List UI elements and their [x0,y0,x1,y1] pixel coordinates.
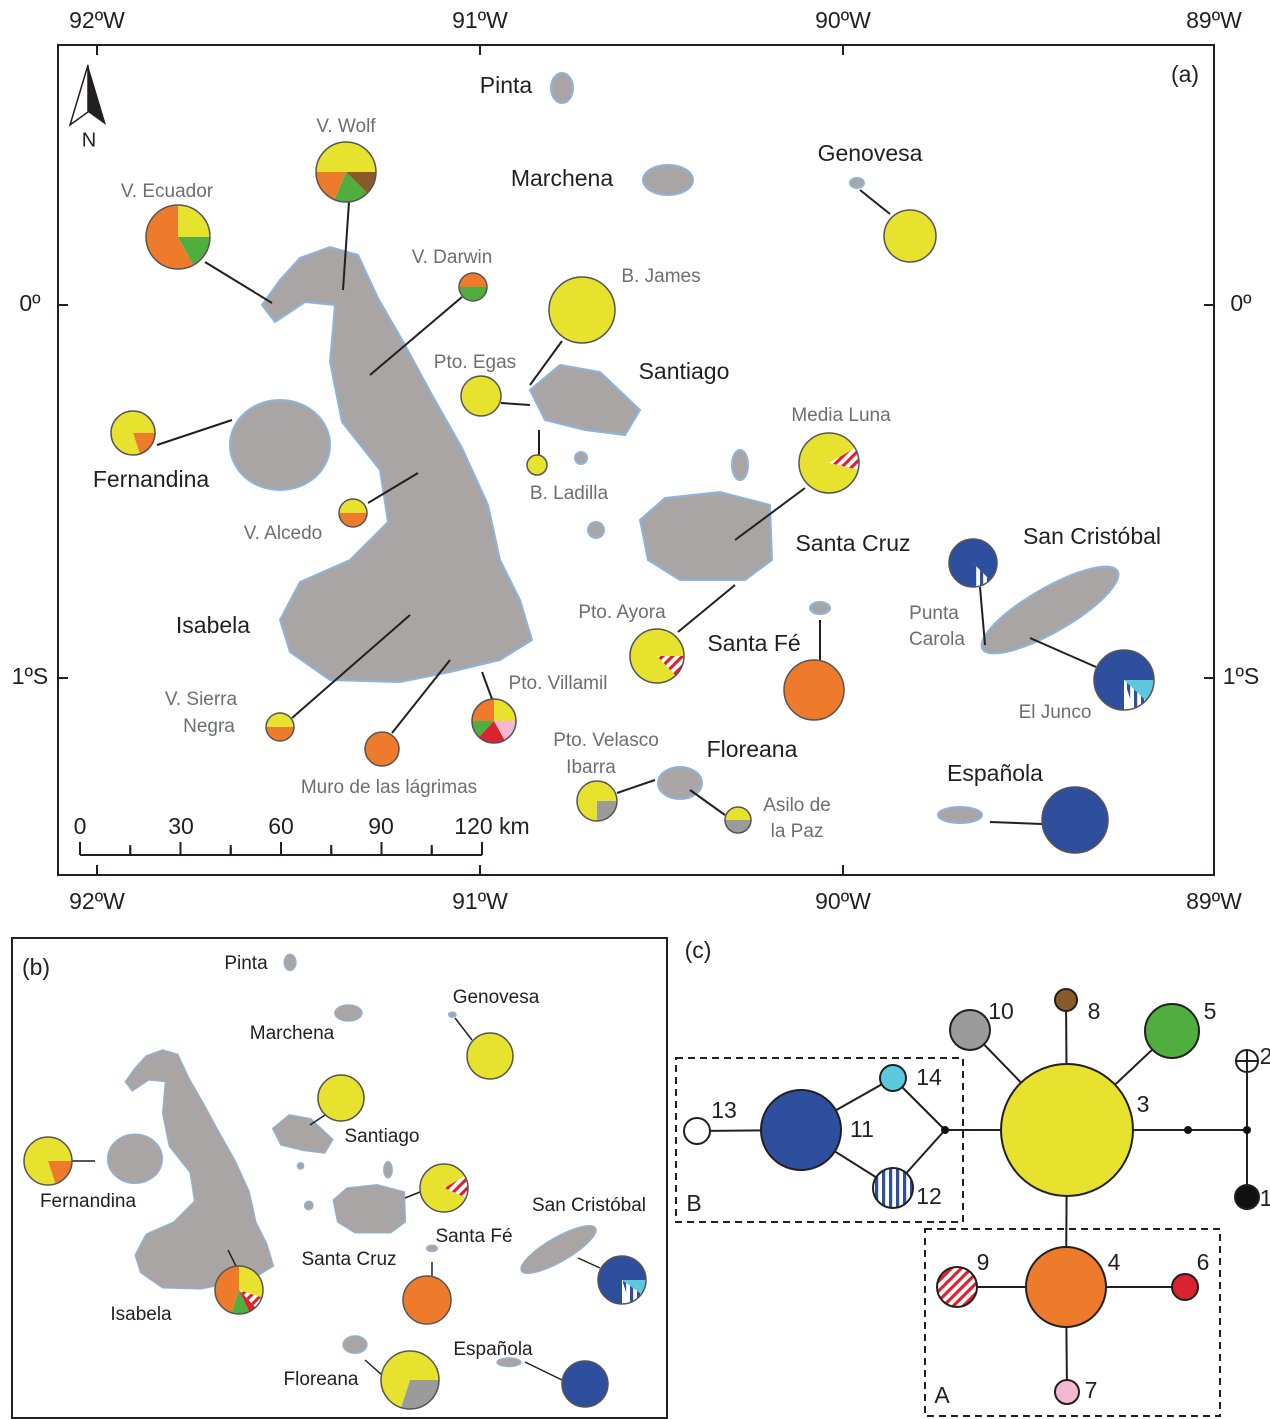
label: V. Alcedo [244,523,323,544]
label: 8 [1088,998,1101,1024]
network-vertex [1184,1126,1192,1134]
haplotype [761,1090,841,1170]
haplotype [1001,1064,1133,1196]
island-name: San Cristóbal [532,1195,646,1216]
label: 0º [1230,290,1252,316]
label: 0 [74,813,87,839]
panel-label: (a) [1171,61,1199,87]
panel-label: (b) [22,954,50,980]
label: 30 [168,813,194,839]
label: Marchena [511,165,613,191]
haplotype [1026,1247,1106,1327]
figure: N (a) (b) (c) 92ºW92ºW91ºW91ºW90ºW90ºW89… [0,0,1270,1419]
island-name: Marchena [250,1023,335,1044]
label: 9 [977,1249,990,1275]
label: Genovesa [818,140,923,166]
network-vertex [941,1126,949,1134]
haplotype [1145,1004,1199,1058]
label: Floreana [707,736,798,762]
island-name: Floreana [284,1369,359,1390]
label: Santiago [639,358,730,384]
label: Pto. Ayora [578,602,666,623]
label: 89ºW [1186,888,1242,914]
label: Isabela [176,612,250,638]
label: Media Luna [791,405,891,426]
label: 0º [19,290,41,316]
label: Pto. Villamil [509,673,608,694]
haplotype [880,1065,906,1091]
label: 60 [268,813,294,839]
label: Asilo de [763,795,831,816]
label: 89ºW [1186,7,1242,33]
label: V. Darwin [412,247,493,268]
label: 7 [1085,1377,1098,1403]
label: Pinta [480,72,533,98]
label: B [686,1190,701,1216]
haplotype [1172,1274,1198,1300]
label: Fernandina [93,466,210,492]
haplotype [1055,989,1077,1011]
island-name: Santa Fé [435,1226,512,1247]
haplotype [1055,1380,1079,1404]
label: 92ºW [69,7,125,33]
label: 13 [711,1097,737,1123]
haplotype [684,1118,710,1144]
haplotype [1235,1185,1259,1209]
label: 90ºW [815,888,871,914]
label: Pto. Velasco [553,730,659,751]
label: A [934,1382,950,1408]
label: 1ºS [12,663,49,689]
island-name: Santa Cruz [301,1249,396,1270]
haplotype [873,1168,913,1208]
label: B. Ladilla [530,483,609,504]
label: 10 [988,998,1014,1024]
network-vertex [1243,1126,1251,1134]
haplotype [950,1010,990,1050]
island-name: Pinta [224,953,268,974]
island-name: Genovesa [453,987,540,1008]
island-name: Santiago [344,1126,419,1147]
island-name: Isabela [110,1304,172,1325]
label: 120 km [454,813,529,839]
label: 92ºW [69,888,125,914]
label: B. James [621,266,700,287]
haplotype [937,1267,977,1307]
label: Carola [909,629,965,650]
label: la Paz [771,821,824,842]
label: 3 [1137,1091,1150,1117]
label: 11 [850,1116,874,1142]
island-name: Española [453,1339,533,1360]
label: 5 [1204,998,1217,1024]
label: V. Sierra [165,689,238,710]
label: Ibarra [566,757,616,778]
label: Santa Cruz [795,530,910,556]
label: San Cristóbal [1023,523,1161,549]
label: Española [947,760,1043,786]
label: El Junco [1019,702,1092,723]
label: 6 [1197,1249,1210,1275]
label: Negra [183,716,235,737]
label: 12 [916,1183,942,1209]
label: V. Wolf [316,116,376,137]
label: V. Ecuador [121,181,214,202]
label: 1ºS [1223,663,1260,689]
label: Muro de las lágrimas [301,777,477,798]
label: Punta [909,603,959,624]
label: 4 [1108,1249,1121,1275]
label: 91ºW [452,888,508,914]
label: Santa Fé [707,630,800,656]
label: 1 [1260,1185,1270,1211]
north-label: N [82,129,96,151]
label: 91ºW [452,7,508,33]
island-name: Fernandina [40,1191,137,1212]
label: 90 [368,813,394,839]
label: 90ºW [815,7,871,33]
label: 14 [916,1064,942,1090]
panel-label: (c) [685,937,712,963]
label: 2 [1260,1043,1270,1069]
label: Pto. Egas [434,352,516,373]
